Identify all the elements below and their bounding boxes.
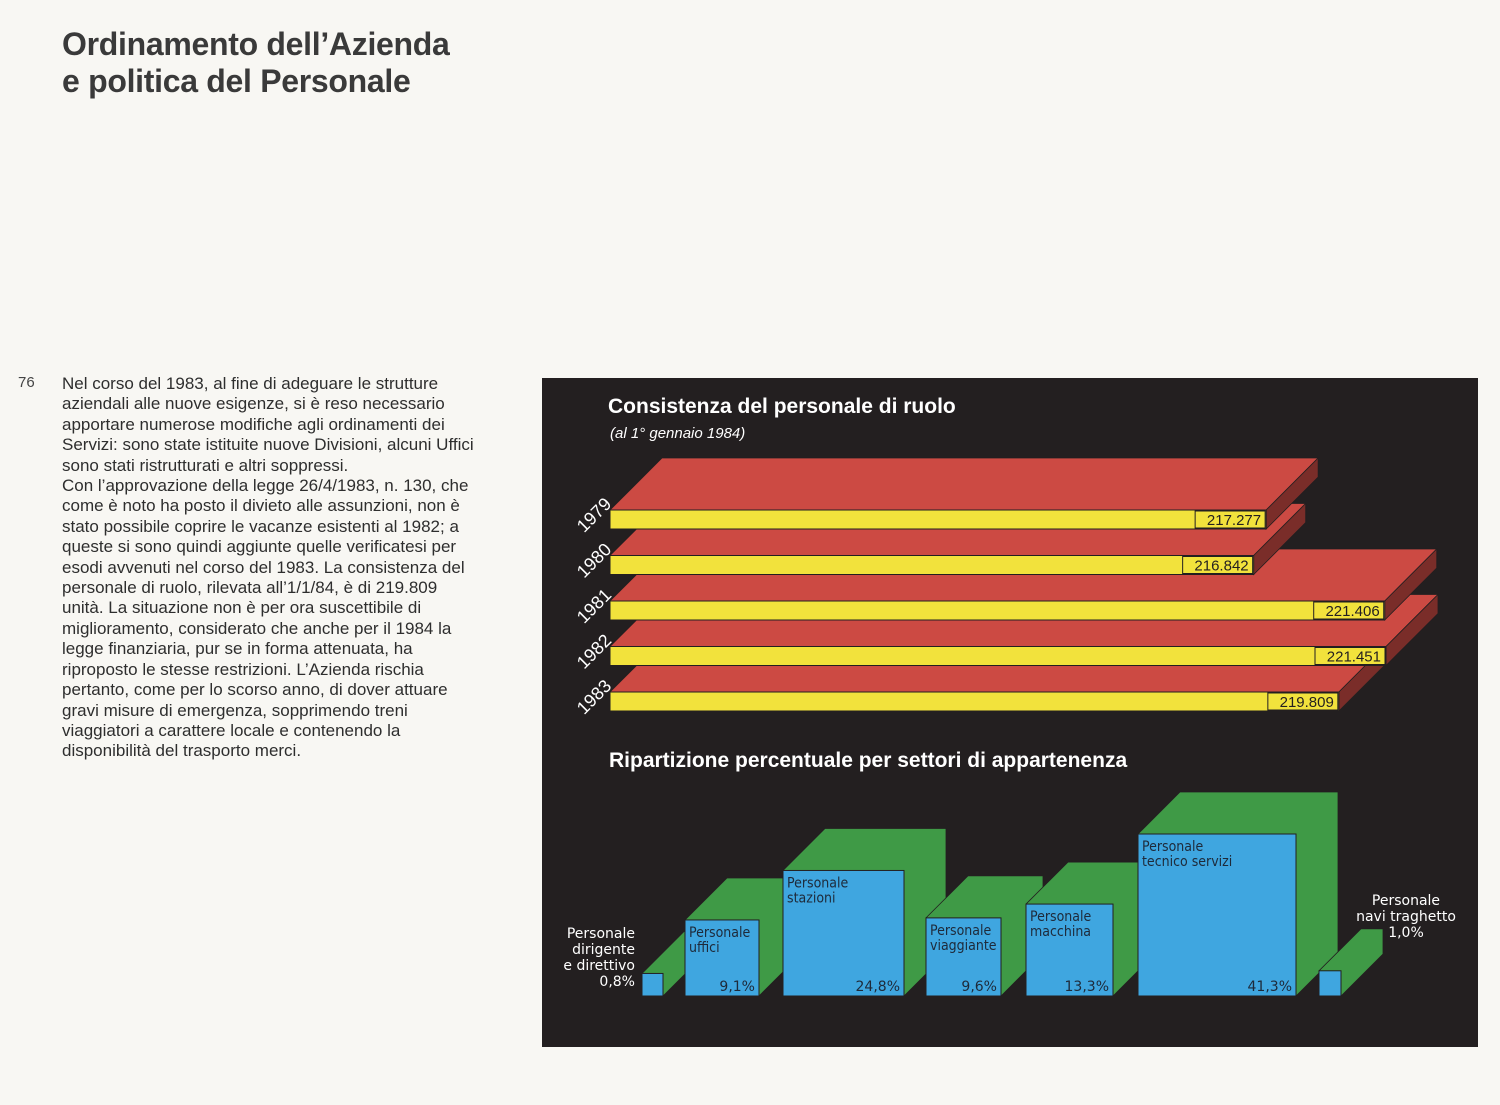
block-face	[684, 919, 760, 997]
chart2-title: Ripartizione percentuale per settori di …	[609, 749, 1128, 772]
block-category-label: Personale	[1372, 893, 1440, 909]
block-face	[782, 869, 905, 997]
block-value-label: 13,3%	[1065, 979, 1109, 995]
page-title: Ordinamento dell’Azienda e politica del …	[62, 26, 450, 100]
block-category-label: dirigente	[572, 942, 635, 958]
block-category-label: macchina	[1030, 924, 1091, 940]
bar-face-1982	[609, 646, 1387, 666]
body-line: queste si sono quindi aggiunte quelle ve…	[62, 537, 457, 557]
bar-year-label: 1981	[573, 585, 615, 627]
bar-value-label: 221.406	[1325, 603, 1379, 620]
block-face	[1137, 833, 1297, 997]
block-category-label: Personale	[787, 875, 848, 891]
body-line: stato possibile coprire le vacanze esist…	[62, 516, 459, 536]
body-line: pertanto, come per lo scorso anno, di do…	[62, 680, 448, 700]
bar-face-1980	[609, 555, 1255, 575]
page-title-line-2: e politica del Personale	[62, 63, 411, 99]
bar-year-label: 1983	[573, 676, 615, 718]
block-category-label: viaggiante	[930, 938, 997, 954]
block-category-label: uffici	[689, 940, 720, 956]
block-category-label: Personale	[567, 926, 635, 942]
body-line: riproposto le stesse restrizioni. L’Azie…	[62, 659, 424, 679]
body-line: sono stati ristrutturati e altri soppres…	[62, 455, 349, 475]
body-line: Con l’approvazione della legge 26/4/1983…	[62, 476, 469, 496]
block-face	[1025, 903, 1114, 997]
block-category-label: Personale	[1142, 839, 1203, 855]
body-line: aziendali alle nuove esigenze, si è reso…	[62, 394, 445, 414]
block-face	[925, 917, 1002, 997]
bar-face-1979	[609, 509, 1267, 530]
bar-value-box	[1182, 556, 1254, 574]
block-category-label: e direttivo	[563, 958, 635, 974]
chart1-title: Consistenza del personale di ruolo	[608, 395, 956, 418]
chart-panel: Consistenza del personale di ruolo (al 1…	[542, 378, 1478, 1047]
body-line: legge finanziaria, pur se in forma atten…	[62, 639, 413, 659]
body-line: apportare numerose modifiche agli ordina…	[62, 414, 445, 434]
body-line: viaggiatori a carattere locale e contene…	[62, 720, 401, 740]
body-paragraph: Nel corso del 1983, al fine di adeguare …	[62, 374, 522, 762]
block-category-label: Personale	[930, 923, 991, 939]
bar-face-1981	[609, 600, 1386, 621]
body-line: esodi avvenuti nel corso del 1983. La co…	[62, 557, 465, 577]
block-value-label: 9,6%	[961, 979, 997, 995]
bar-year-label: 1980	[573, 539, 615, 581]
bar-year-label: 1979	[573, 494, 615, 536]
bar-face-1983	[609, 691, 1340, 712]
bar-value-label: 216.842	[1194, 558, 1248, 575]
block-category-label: tecnico servizi	[1142, 854, 1232, 870]
bar-value-label: 219.809	[1280, 694, 1334, 711]
block-value-label: 1,0%	[1388, 925, 1424, 941]
block-value-label: 0,8%	[599, 974, 635, 990]
body-line: unità. La situazione non è per ora susce…	[62, 598, 422, 618]
block-face	[1318, 970, 1342, 997]
bar-value-label: 217.277	[1207, 512, 1261, 529]
body-line: Servizi: sono state istituite nuove Divi…	[62, 435, 474, 455]
body-line: miglioramento, considerato che anche per…	[62, 618, 452, 638]
bar-year-label: 1982	[573, 630, 615, 672]
page-title-line-1: Ordinamento dell’Azienda	[62, 26, 450, 62]
body-line: personale di ruolo, rilevata all’1/1/84,…	[62, 578, 438, 598]
body-line: disponibilità del trasporto merci.	[62, 741, 302, 761]
block-face	[641, 972, 664, 997]
block-value-label: 24,8%	[856, 979, 900, 995]
block-value-label: 41,3%	[1248, 979, 1292, 995]
body-line: come è noto ha posto il divieto alle ass…	[62, 496, 460, 516]
bar-value-box	[1313, 601, 1385, 620]
block-category-label: stazioni	[787, 890, 836, 906]
block-value-label: 9,1%	[719, 979, 755, 995]
body-line: Nel corso del 1983, al fine di adeguare …	[62, 374, 439, 393]
block-category-label: navi traghetto	[1356, 909, 1456, 925]
bar-top-1979	[609, 457, 1320, 511]
bar-value-box	[1267, 692, 1339, 711]
body-line: gravi misure di emergenza, sopprimendo t…	[62, 700, 408, 720]
bar-value-box	[1314, 647, 1386, 665]
bar-value-label: 221.451	[1327, 649, 1381, 666]
charts-svg: 219.809 1983 221.451 1982 221.406 1981 216.842…	[563, 457, 1456, 997]
chart1-subtitle: (al 1° gennaio 1984)	[610, 425, 746, 442]
block-category-label: Personale	[1030, 909, 1091, 925]
page-number: 76	[18, 374, 35, 391]
bar-value-box	[1194, 510, 1266, 529]
block-category-label: Personale	[689, 925, 750, 941]
